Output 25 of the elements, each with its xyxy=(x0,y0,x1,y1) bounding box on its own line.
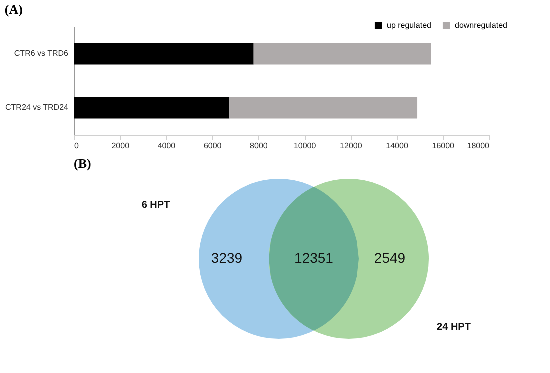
x-tick-label: 18000 xyxy=(467,142,490,150)
bar xyxy=(254,43,432,65)
data-label: 2549 xyxy=(374,250,406,266)
data-label: 12351 xyxy=(294,250,334,266)
x-tick-label: 0 xyxy=(74,142,80,150)
x-tick-label: 10000 xyxy=(294,142,317,150)
x-tick-label: 12000 xyxy=(340,142,363,150)
x-tick-label: 16000 xyxy=(432,142,456,150)
text: 6 HPT xyxy=(142,200,170,211)
bar xyxy=(230,97,418,119)
data-label: 3239 xyxy=(211,250,243,266)
x-tick-label: 14000 xyxy=(386,142,409,150)
bar xyxy=(74,43,254,65)
legend-label: up regulated xyxy=(387,20,432,30)
text: 24 HPT xyxy=(437,322,471,333)
legend-label: downregulated xyxy=(455,20,508,30)
bar xyxy=(74,97,230,119)
text: (B) xyxy=(74,156,92,171)
y-tick-label: CTR6 vs TRD6 xyxy=(14,49,70,58)
chart-title: (A) xyxy=(4,2,23,17)
x-tick-label: 4000 xyxy=(158,142,176,150)
x-tick-label: 2000 xyxy=(112,142,130,150)
x-tick-label: 6000 xyxy=(204,142,222,150)
y-tick-label: CTR24 vs TRD24 xyxy=(6,103,70,112)
x-tick-label: 8000 xyxy=(250,142,268,150)
